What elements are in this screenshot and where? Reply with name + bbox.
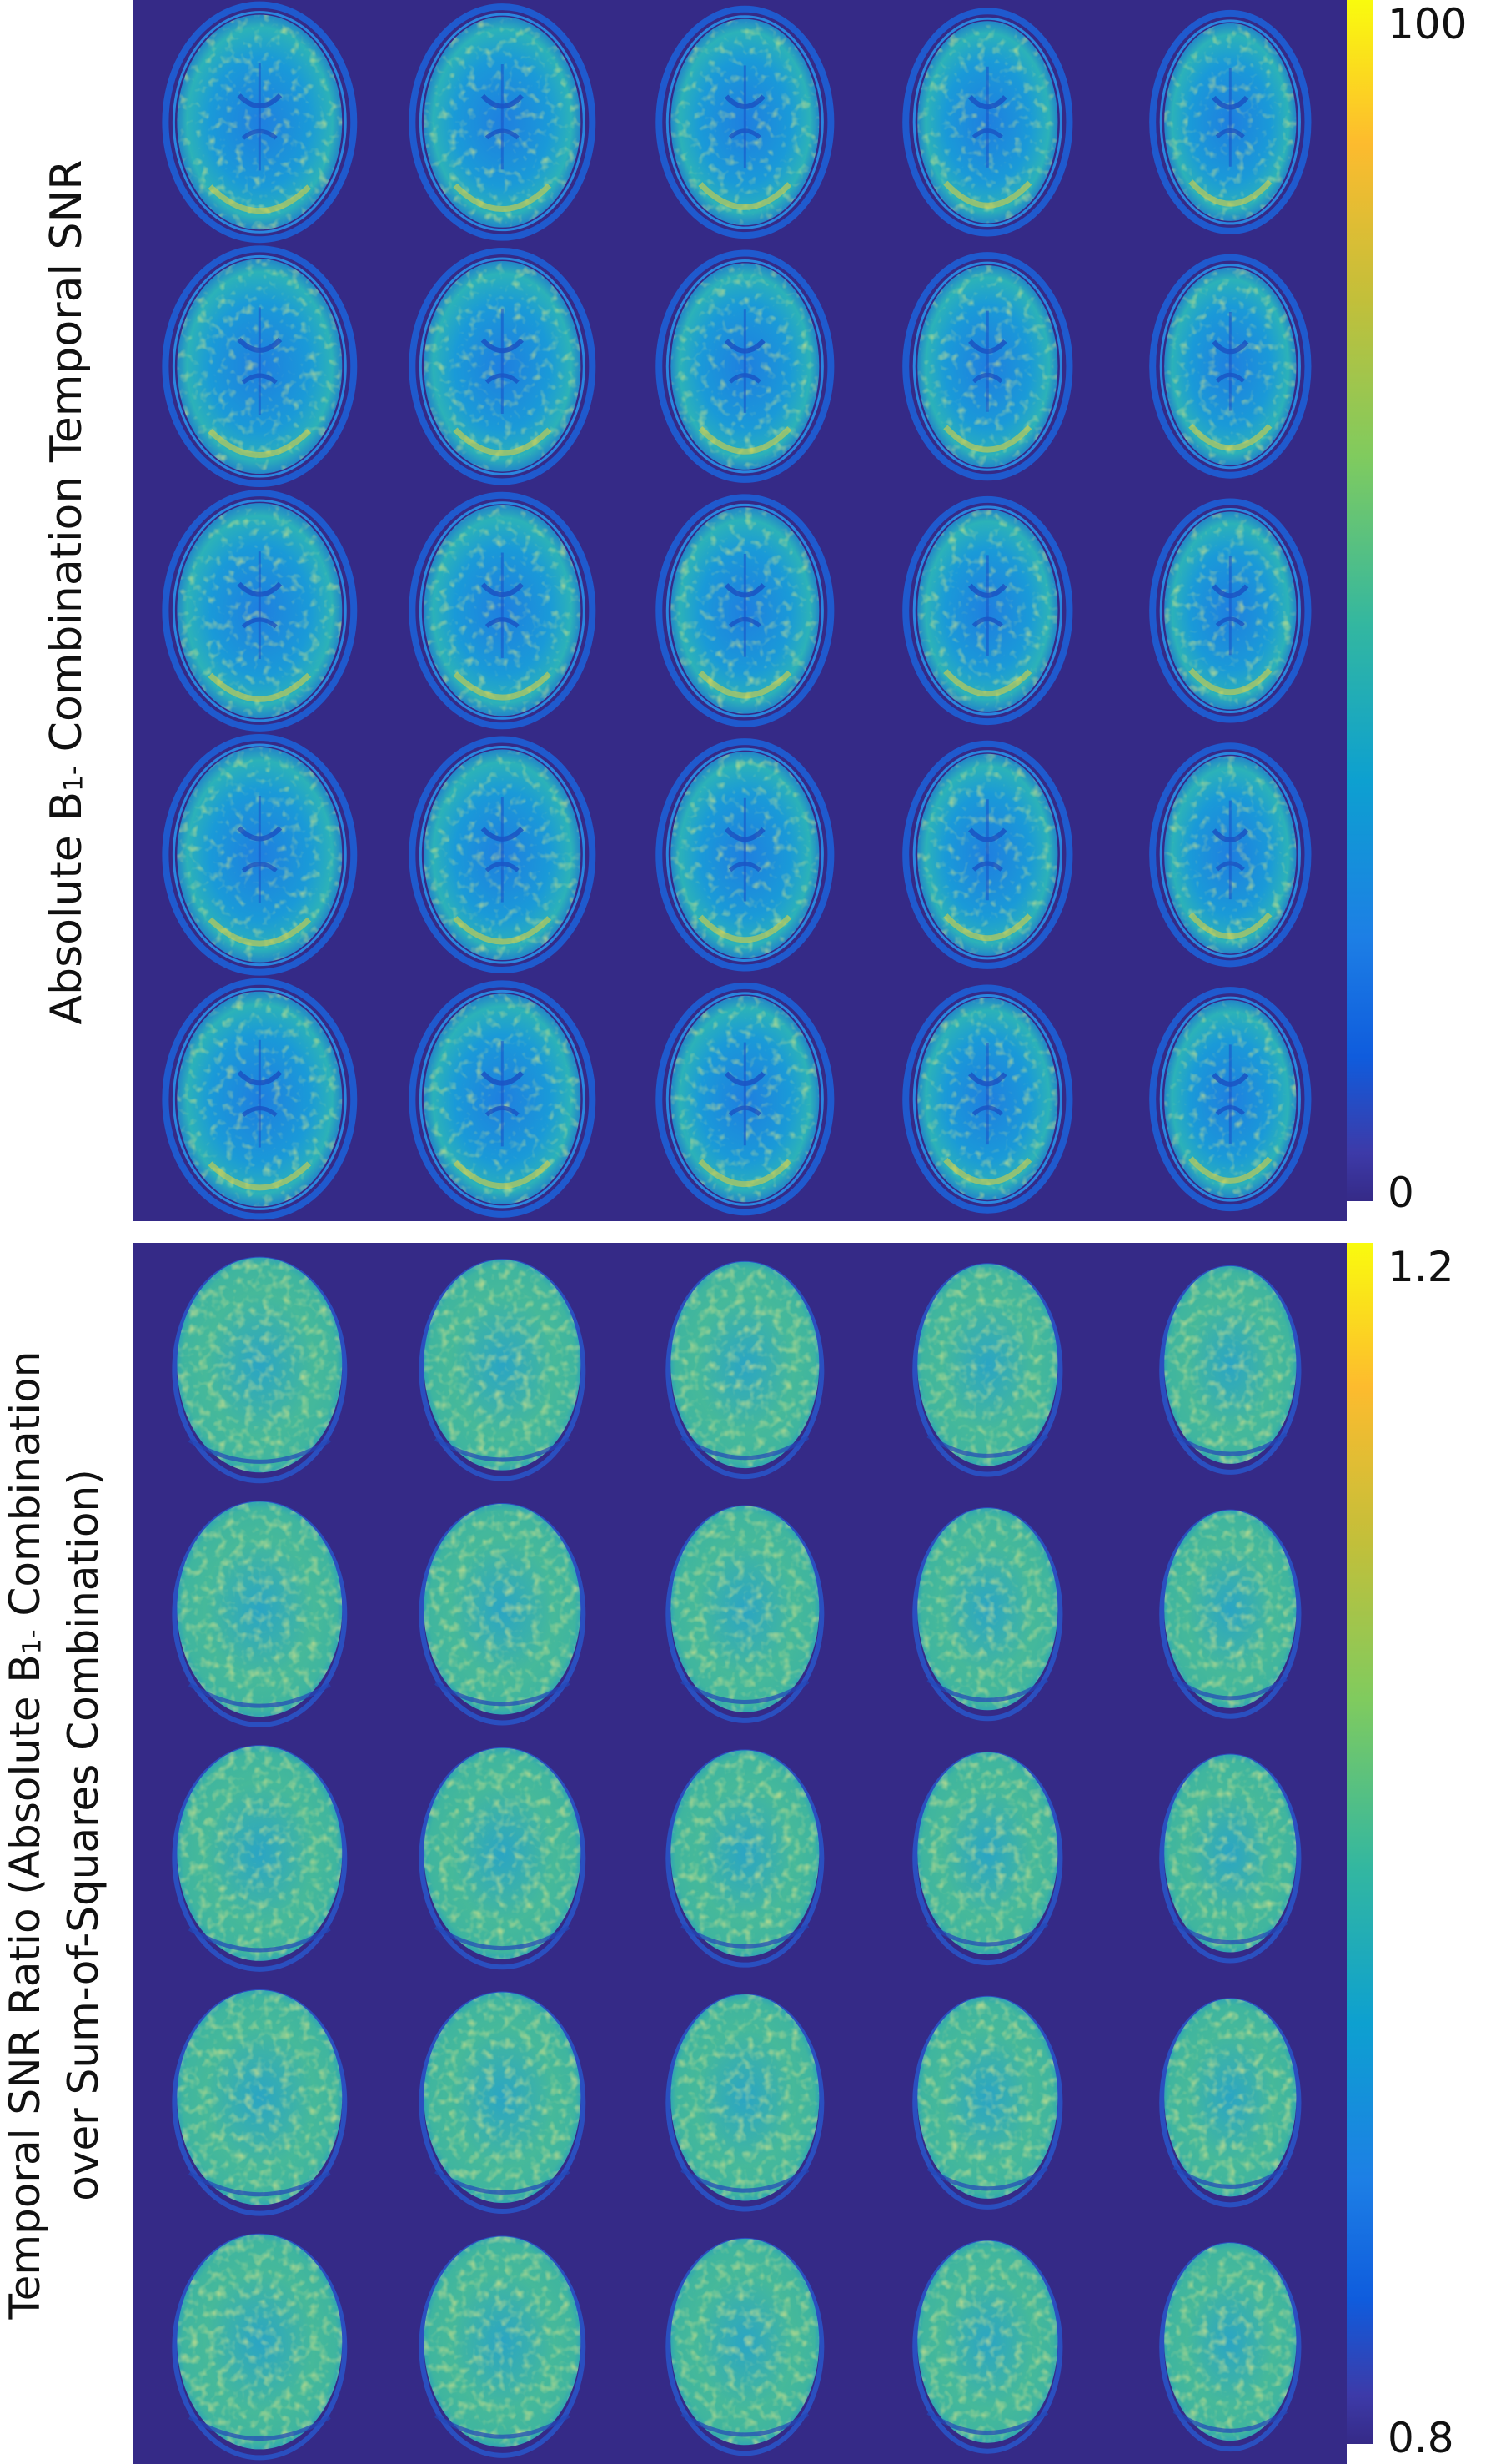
bottom-slice [172,1989,348,2216]
top-slice [162,490,358,732]
bottom-slice [912,1263,1063,1477]
bottom-slice [665,1749,825,1968]
top-slice [409,736,596,974]
tsnr-ratio-map-panel [133,1243,1347,2464]
bottom-slice [1159,1509,1302,1719]
tsnr-ratio-colorbar-max-label: 1.2 [1388,1243,1454,1291]
bottom-slice [665,1260,825,1480]
top-slice [1149,254,1312,479]
tsnr-map-panel [133,0,1347,1221]
tsnr-ratio-axis-label: Temporal SNR Ratio (Absolute B1- Combina… [1,1350,108,2320]
top-slice [655,982,835,1216]
bottom-slice [172,1256,348,1484]
bottom-slice [419,1502,586,1726]
top-slice [1149,9,1312,234]
bottom-slice [665,1505,825,1723]
top-slice [902,984,1073,1214]
top-slice [1149,742,1312,968]
tsnr-colorbar-min-label: 0 [1388,1169,1414,1217]
top-slice [162,978,358,1220]
tsnr-ratio-colorbar-min-label: 0.8 [1388,2414,1454,2462]
top-slice [409,3,596,241]
top-slice [655,738,835,972]
tsnr-axis-label: Absolute B1- Combination Temporal SNR [42,159,92,1025]
top-slice [409,247,596,485]
tsnr-ratio-colorbar [1347,1243,1373,2444]
bottom-slice [912,2240,1063,2454]
bottom-slice [172,1745,348,1972]
tsnr-brain-slices [133,0,1347,1221]
bottom-slice [419,2235,586,2458]
top-slice [162,733,358,976]
bottom-slice [665,2237,825,2456]
top-slice [655,5,835,239]
top-slice [655,249,835,483]
bottom-slice [172,1501,348,1728]
bottom-slice [1159,1998,1302,2208]
bottom-slice [665,1994,825,2212]
top-slice [409,980,596,1218]
bottom-slice [912,1507,1063,1722]
top-slice [902,495,1073,726]
top-slice [1149,498,1312,723]
top-slice [162,245,358,488]
top-slice [409,491,596,730]
top-slice [902,252,1073,481]
tsnr-colorbar [1347,0,1373,1201]
top-slice [902,8,1073,237]
top-slice [902,740,1073,969]
bottom-slice [419,1991,586,2215]
bottom-slice [419,1747,586,1970]
tsnr-ratio-brain-slices [133,1243,1347,2464]
bottom-slice [419,1259,586,1481]
top-slice [655,494,835,727]
bottom-slice [1159,1753,1302,1964]
bottom-slice [1159,1265,1302,1475]
bottom-slice [172,2233,348,2461]
tsnr-colorbar-max-label: 100 [1388,0,1468,48]
top-slice [162,1,358,244]
bottom-slice [912,1751,1063,1966]
bottom-slice [912,1995,1063,2210]
bottom-slice [1159,2242,1302,2452]
top-slice [1149,987,1312,1212]
